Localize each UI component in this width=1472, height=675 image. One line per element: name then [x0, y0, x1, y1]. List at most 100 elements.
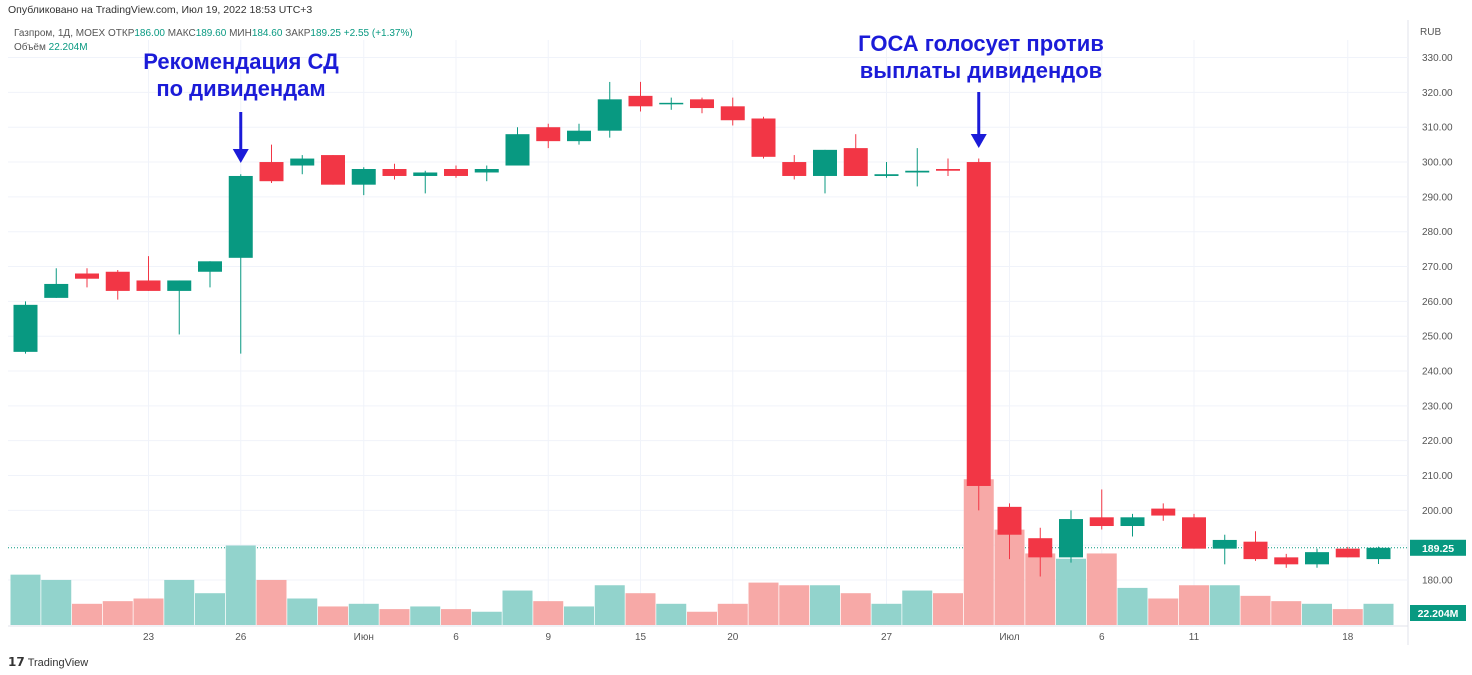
candle-body	[1243, 541, 1268, 560]
candle-body	[659, 102, 684, 105]
down-arrow-icon	[970, 134, 987, 148]
candle-body	[597, 99, 622, 131]
volume-bar	[256, 579, 287, 625]
candle-body	[628, 95, 653, 107]
volume-bar	[379, 609, 410, 625]
candle-body	[167, 280, 192, 291]
volume-bar	[471, 611, 502, 625]
candle-body	[382, 169, 407, 176]
volume-bar	[840, 593, 871, 625]
change-value: +2.55 (+1.37%)	[343, 28, 413, 39]
volume-bar	[1086, 553, 1117, 625]
volume-bar	[318, 606, 348, 625]
volume-bar	[10, 574, 41, 625]
symbol-name[interactable]: Газпром, 1Д, MOEX	[14, 28, 106, 39]
x-tick-label: 11	[1189, 632, 1200, 643]
candle-body	[997, 506, 1022, 535]
candle-body	[813, 149, 837, 176]
x-tick-label: 27	[881, 632, 893, 643]
x-tick-label: 26	[235, 632, 247, 643]
candles	[13, 81, 1391, 577]
annotation-text: по дивидендам	[156, 76, 325, 101]
volume-bar	[564, 606, 594, 625]
candle-body	[966, 162, 991, 486]
last-volume-badge-label: 22.204M	[1418, 608, 1459, 620]
volume-bar	[164, 579, 195, 625]
annotation-text: выплаты дивидендов	[860, 58, 1102, 83]
candle-body	[1120, 517, 1145, 527]
volume-bar	[287, 598, 318, 625]
candle-body	[321, 155, 345, 185]
candle-body	[1212, 539, 1237, 549]
candle-body	[13, 304, 38, 352]
y-tick-label: 300.00	[1422, 158, 1453, 169]
volume-bar	[1117, 587, 1148, 625]
volume-bar	[133, 598, 164, 625]
last-price-badge-label: 189.25	[1422, 543, 1454, 555]
y-tick-label: 260.00	[1422, 297, 1453, 308]
volume-bar	[594, 585, 625, 625]
y-tick-label: 250.00	[1422, 332, 1453, 343]
y-tick-label: 240.00	[1422, 367, 1453, 378]
y-tick-label: 290.00	[1422, 192, 1453, 203]
volume-bar	[687, 611, 717, 625]
high-value: 189.60	[195, 28, 227, 39]
candle-body	[690, 99, 714, 109]
last-price-badge	[1410, 539, 1466, 556]
volume-bar	[1056, 558, 1086, 625]
volume-bars	[10, 479, 1394, 625]
candle-body	[1274, 557, 1299, 565]
x-axis: 23 26 Июн 6 9 15 20 27 Июл 6 11 18	[143, 632, 1354, 643]
candle-body	[720, 106, 745, 121]
volume-bar	[1148, 598, 1179, 625]
volume-bar	[779, 585, 810, 625]
x-tick-label: Июн	[354, 632, 374, 643]
y-tick-label: 330.00	[1422, 53, 1453, 64]
y-tick-label: 200.00	[1422, 506, 1453, 517]
volume-bar	[1271, 601, 1302, 625]
volume-bar	[1363, 603, 1394, 625]
brand-name: TradingView	[27, 657, 89, 669]
tradingview-brand[interactable]: 𝟭𝟳 TradingView	[8, 655, 88, 669]
x-tick-label: 15	[635, 632, 647, 643]
candle-body	[75, 273, 99, 279]
candle-body	[1305, 552, 1329, 565]
y-tick-label: 320.00	[1422, 88, 1453, 99]
volume-bar	[1240, 595, 1271, 625]
high-label: МАКС	[167, 28, 196, 39]
candle-body	[843, 148, 868, 176]
volume-bar	[625, 593, 656, 625]
y-tick-label: 180.00	[1422, 576, 1453, 587]
published-caption: Опубликовано на TradingView.com, Июл 19,…	[8, 4, 313, 16]
candle-body	[290, 158, 315, 166]
volume-bar	[933, 593, 963, 625]
y-tick-label: 210.00	[1422, 471, 1453, 482]
last-volume-badge	[1410, 605, 1466, 621]
grid	[8, 20, 1409, 645]
y-tick-label: 230.00	[1422, 401, 1453, 412]
candle-body	[444, 169, 468, 176]
candle-body	[1366, 547, 1391, 560]
candle-body	[1089, 517, 1114, 527]
candle-body	[228, 175, 253, 258]
candle-body	[1335, 548, 1360, 558]
volume-bar	[348, 603, 379, 625]
low-value: 184.60	[251, 28, 283, 39]
volume-bar	[902, 590, 933, 625]
annotation-text: ГОСА голосует против	[858, 31, 1104, 56]
candle-body	[1151, 508, 1176, 516]
candle-body	[1182, 517, 1206, 549]
volume-bar	[410, 606, 441, 625]
x-tick-label: 20	[727, 632, 739, 643]
currency-label: RUB	[1420, 27, 1442, 38]
volume-bar	[441, 609, 471, 625]
candle-body	[105, 271, 130, 291]
volume-bar	[72, 603, 102, 625]
candle-body	[936, 169, 960, 171]
candle-body	[905, 170, 930, 173]
volume-bar	[748, 582, 779, 625]
y-tick-label: 220.00	[1422, 436, 1453, 447]
x-tick-label: 9	[545, 632, 551, 643]
